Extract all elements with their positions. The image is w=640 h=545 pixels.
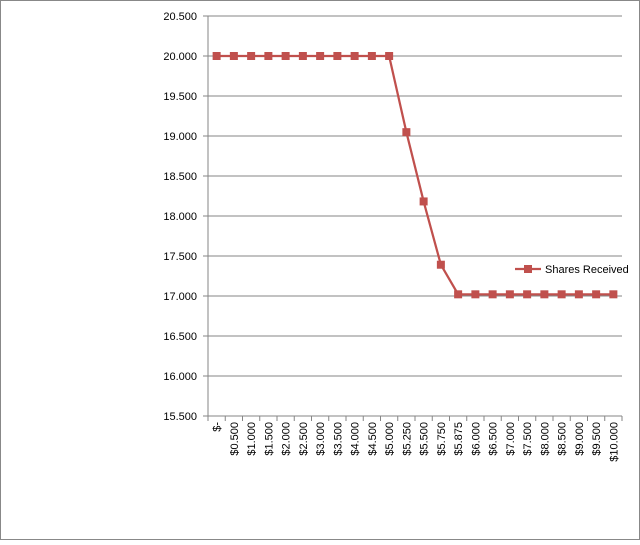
x-tick-label: $4.000	[350, 422, 362, 456]
x-tick-label: $1.000	[246, 422, 258, 456]
marker	[247, 52, 256, 60]
marker	[281, 52, 290, 60]
x-tick-label: $5.250	[401, 422, 413, 456]
y-tick-label: 17.500	[163, 251, 197, 263]
y-tick-label: 18.000	[163, 211, 197, 223]
x-tick-label: $5.500	[419, 422, 431, 456]
marker	[264, 52, 273, 60]
marker	[609, 290, 618, 299]
y-tick-label: 15.500	[163, 411, 197, 423]
legend-label: Shares Received	[545, 264, 629, 276]
y-tick-label: 18.500	[163, 171, 197, 183]
marker	[229, 52, 238, 60]
y-tick-label: 16.000	[163, 371, 197, 383]
x-tick-label: $2.500	[298, 422, 310, 456]
marker	[402, 128, 411, 137]
x-tick-label: $6.500	[488, 422, 500, 456]
x-tick-label: $0.500	[229, 422, 241, 456]
marker	[488, 290, 497, 299]
marker	[505, 290, 514, 299]
y-tick-label: 16.500	[163, 331, 197, 343]
x-tick-label: $-	[212, 422, 224, 432]
marker	[574, 290, 583, 299]
y-tick-label: 19.500	[163, 91, 197, 103]
x-tick-label: $7.500	[522, 422, 534, 456]
marker	[212, 52, 221, 60]
marker	[385, 52, 394, 60]
x-tick-label: $5.000	[384, 422, 396, 456]
marker	[436, 260, 445, 269]
marker	[557, 290, 566, 299]
x-tick-label: $7.000	[505, 422, 517, 456]
x-tick-label: $4.500	[367, 422, 379, 456]
x-tick-label: $3.500	[332, 422, 344, 456]
x-tick-label: $6.000	[470, 422, 482, 456]
marker	[298, 52, 307, 60]
x-tick-label: $2.000	[281, 422, 293, 456]
marker	[523, 290, 532, 299]
y-tick-label: 20.000	[163, 51, 197, 63]
legend-marker	[524, 265, 532, 273]
marker	[419, 197, 428, 206]
x-tick-label: $1.500	[263, 422, 275, 456]
y-tick-label: 19.000	[163, 131, 197, 143]
marker	[367, 52, 376, 60]
x-tick-label: $10.000	[608, 422, 620, 462]
marker	[592, 290, 601, 299]
y-tick-label: 20.500	[163, 11, 197, 23]
marker	[316, 52, 325, 60]
marker	[454, 290, 463, 299]
x-tick-label: $5.750	[436, 422, 448, 456]
x-tick-label: $8.000	[539, 422, 551, 456]
marker	[333, 52, 342, 60]
y-tick-label: 17.000	[163, 291, 197, 303]
x-tick-label: $9.500	[591, 422, 603, 456]
marker	[471, 290, 480, 299]
marker	[540, 290, 549, 299]
x-tick-label: $3.000	[315, 422, 327, 456]
x-tick-label: $8.500	[557, 422, 569, 456]
x-tick-label: $9.000	[574, 422, 586, 456]
marker	[350, 52, 359, 60]
x-tick-label: $5.875	[453, 422, 465, 456]
